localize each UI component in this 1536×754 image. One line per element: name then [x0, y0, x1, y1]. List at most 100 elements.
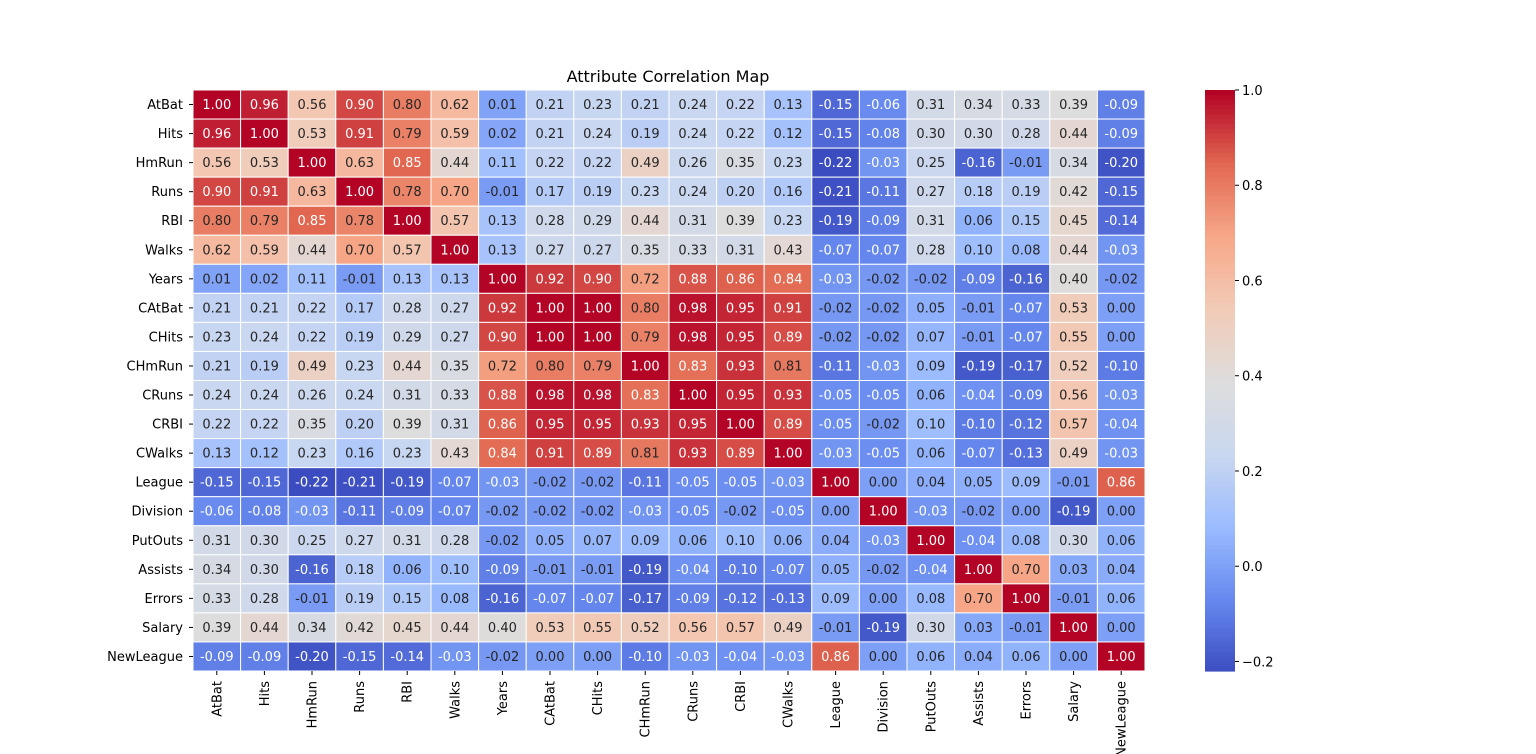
cell-value-label: 0.13: [393, 272, 422, 287]
heatmap-cell: [478, 554, 527, 585]
colorbar-tick-label: 1.0: [1242, 84, 1263, 99]
colorbar-segment: [1205, 341, 1235, 348]
cell-value-label: 0.95: [726, 301, 755, 316]
colorbar-segment: [1205, 530, 1235, 537]
cell-value-label: 0.00: [821, 505, 850, 520]
colorbar-segment: [1205, 583, 1235, 590]
cell-value-label: -0.02: [866, 272, 900, 287]
cell-value-label: 0.28: [1012, 127, 1041, 142]
heatmap-cell: [1096, 612, 1146, 643]
colorbar-segment: [1205, 327, 1235, 333]
cell-value-label: -0.05: [866, 389, 900, 404]
heatmap-cell: [1049, 234, 1098, 265]
colorbar-segment: [1205, 617, 1235, 624]
cell-value-label: 1.00: [726, 418, 755, 433]
heatmap-cell: [430, 554, 480, 585]
colorbar-segment: [1205, 206, 1235, 212]
cell-value-label: 0.80: [631, 301, 660, 316]
colorbar: 1.0 0.8 0.6 0.4 0.2 0.0 −0.2: [1205, 84, 1274, 672]
cell-value-label: -0.09: [676, 592, 710, 607]
heatmap-cell: [573, 292, 622, 323]
colorbar-segment: [1205, 317, 1235, 323]
heatmap-cell: [573, 438, 622, 469]
colorbar-segment: [1205, 535, 1235, 541]
colorbar-segment: [1205, 646, 1235, 653]
heatmap-cell: [240, 292, 289, 323]
cell-value-label: 0.19: [631, 127, 660, 142]
cell-value-label: 1.00: [440, 243, 469, 258]
cell-value-label: -0.03: [628, 505, 662, 520]
cell-value-label: 0.84: [774, 272, 803, 287]
heatmap-cell: [906, 89, 956, 120]
cell-value-label: 0.24: [678, 127, 707, 142]
heatmap-cell: [668, 118, 718, 149]
colorbar-segment: [1205, 409, 1235, 415]
heatmap-cell: [335, 176, 384, 207]
colorbar-segment: [1205, 230, 1235, 236]
heatmap-cell: [906, 118, 956, 149]
cell-value-label: 0.04: [1107, 563, 1136, 578]
cell-value-label: 0.39: [726, 214, 755, 229]
cell-value-label: 0.21: [202, 301, 231, 316]
cell-value-label: -0.01: [1057, 592, 1091, 607]
cell-value-label: 0.17: [345, 301, 374, 316]
colorbar-segment: [1205, 404, 1235, 411]
heatmap-cell: [573, 554, 622, 585]
column-label: CAtBat: [544, 681, 559, 726]
colorbar-segment: [1205, 520, 1235, 527]
cell-value-label: 0.08: [1012, 243, 1041, 258]
cell-value-label: 0.04: [916, 476, 945, 491]
heatmap-cell: [478, 234, 527, 265]
heatmap-cell: [525, 321, 575, 352]
cell-value-label: 0.81: [774, 359, 803, 374]
heatmap-cell: [906, 409, 956, 440]
heatmap-cell: [1001, 380, 1051, 411]
cell-value-label: 0.39: [1059, 98, 1088, 113]
heatmap-cell: [668, 583, 718, 614]
cell-value-label: 0.95: [536, 418, 565, 433]
cell-value-label: 0.09: [1012, 476, 1041, 491]
cell-value-label: 0.00: [869, 650, 898, 665]
heatmap-cell: [668, 263, 718, 294]
cell-value-label: 0.24: [583, 127, 612, 142]
column-label: Runs: [353, 681, 368, 713]
heatmap-cell: [858, 350, 908, 382]
heatmap-cell: [1001, 467, 1051, 498]
cell-value-label: 0.03: [1059, 563, 1088, 578]
colorbar-segment: [1205, 637, 1235, 643]
heatmap-cell: [525, 380, 575, 411]
colorbar-segment: [1205, 240, 1235, 246]
cell-value-label: 0.23: [298, 447, 327, 462]
chart-title: Attribute Correlation Map: [567, 67, 770, 86]
cell-value-label: 0.44: [298, 243, 327, 258]
heatmap-cell: [1049, 380, 1098, 411]
cell-value-label: 0.06: [1107, 534, 1136, 549]
heatmap-cell: [430, 409, 480, 440]
cell-value-label: -0.02: [866, 563, 900, 578]
heatmap-cell: [1049, 350, 1098, 382]
heatmap-cell: [716, 641, 765, 672]
cell-value-label: 0.29: [583, 214, 612, 229]
heatmap-cell: [906, 438, 956, 469]
cell-value-label: -0.17: [1009, 359, 1043, 374]
cell-value-label: 0.08: [916, 592, 945, 607]
cell-value-label: 0.24: [678, 98, 707, 113]
cell-value-label: 0.95: [726, 330, 755, 345]
cell-value-label: 0.26: [678, 156, 707, 171]
cell-value-label: -0.15: [248, 476, 282, 491]
cell-value-label: 0.23: [631, 185, 660, 200]
cell-value-label: -0.01: [1009, 156, 1043, 171]
cell-value-label: 0.90: [488, 330, 517, 345]
heatmap-cell: [287, 467, 337, 498]
colorbar-segment: [1205, 375, 1235, 382]
row-label: CAtBat: [138, 301, 183, 316]
column-label: RBI: [401, 681, 416, 703]
cell-value-label: 0.13: [202, 447, 231, 462]
cell-value-label: -0.07: [438, 505, 472, 520]
cell-value-label: -0.15: [1104, 185, 1138, 200]
column-labels: AtBat Hits HmRun Runs RBI Walks Years CAtBat CHi…: [210, 671, 1130, 754]
heatmap-cell: [573, 583, 622, 614]
cell-value-label: 0.31: [393, 389, 422, 404]
cell-value-label: -0.02: [486, 534, 520, 549]
colorbar-segment: [1205, 380, 1235, 386]
